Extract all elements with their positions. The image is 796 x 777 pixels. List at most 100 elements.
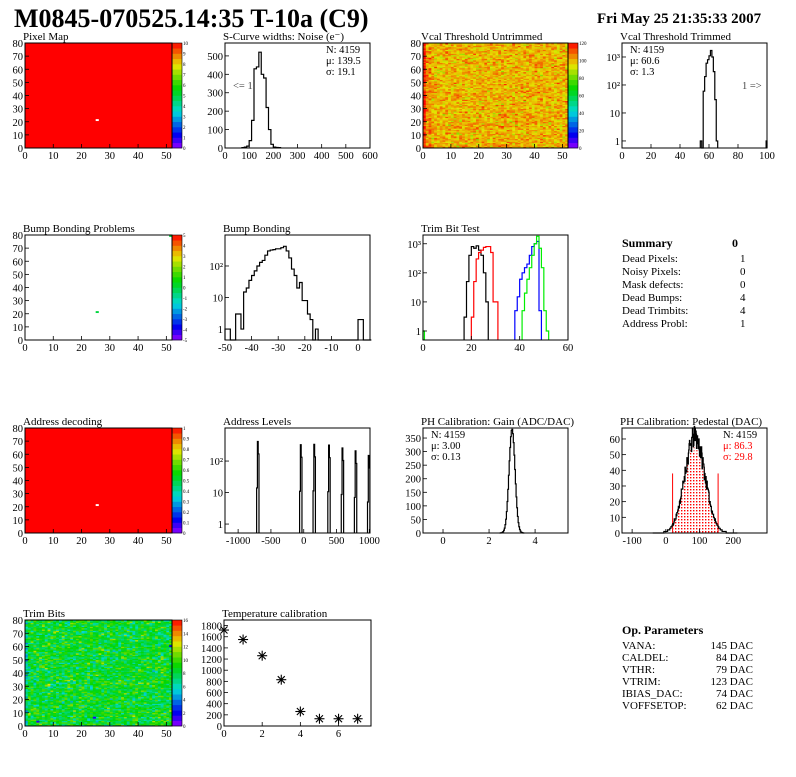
stats-line: σ: 19.1 xyxy=(326,67,356,78)
panel-vcal-untrimmed: Vcal Threshold Untrimmed0204060801001200… xyxy=(411,31,588,162)
palette-step xyxy=(172,314,182,320)
y-tick-label: 350 xyxy=(405,434,421,445)
x-tick-label: 0 xyxy=(420,151,425,162)
plot-area xyxy=(25,620,172,726)
palette-tick-label: 0.2 xyxy=(183,511,190,516)
palette-tick-label: 0.8 xyxy=(183,448,190,453)
y-tick-label: 10 xyxy=(13,131,24,142)
x-tick-label: 80 xyxy=(733,151,744,162)
y-tick-label: 20 xyxy=(13,118,24,129)
palette-step xyxy=(172,64,182,70)
palette-tick-label: 0 xyxy=(183,287,186,292)
palette-step xyxy=(172,277,182,283)
palette-step xyxy=(172,246,182,252)
palette-step xyxy=(172,502,182,508)
y-tick-label: 60 xyxy=(411,65,422,76)
palette-tick-label: 40 xyxy=(579,112,585,117)
heatmap-cell xyxy=(96,504,99,506)
x-tick-label: 50 xyxy=(557,151,568,162)
y-tick-label: 10² xyxy=(209,262,223,273)
histogram-bump xyxy=(225,246,371,340)
plot-area xyxy=(423,43,568,148)
histogram-address-level-peak xyxy=(341,448,343,533)
y-tick-label: 0 xyxy=(615,529,620,540)
y-tick-label: 10 xyxy=(13,323,24,334)
x-tick-label: 1000 xyxy=(359,536,380,547)
y-tick-label: 70 xyxy=(411,52,422,63)
y-tick-label: 10 xyxy=(610,109,621,120)
palette-step xyxy=(568,101,578,107)
palette-step xyxy=(172,251,182,257)
x-tick-label: 20 xyxy=(76,343,87,354)
histogram-address-level-peak xyxy=(313,444,315,533)
palette-step xyxy=(568,85,578,91)
palette-step xyxy=(172,298,182,304)
y-tick-label: 40 xyxy=(13,92,24,103)
x-tick-label: -10 xyxy=(324,343,338,354)
palette-step xyxy=(172,90,182,96)
palette-step xyxy=(568,80,578,86)
palette-step xyxy=(172,96,182,102)
x-tick-label: 50 xyxy=(161,151,172,162)
palette-step xyxy=(172,319,182,325)
palette-step xyxy=(172,528,182,534)
x-tick-label: 400 xyxy=(314,151,330,162)
palette-step xyxy=(172,101,182,107)
palette-tick-label: 5 xyxy=(183,234,186,239)
y-tick-label: 500 xyxy=(207,52,223,63)
x-tick-label: 40 xyxy=(133,343,144,354)
y-tick-label: 10² xyxy=(606,81,620,92)
stats-line: σ: 0.13 xyxy=(431,452,461,463)
palette-tick-label: 5 xyxy=(183,95,186,100)
histogram-distribution xyxy=(500,429,525,533)
palette-step xyxy=(172,138,182,144)
palette-step xyxy=(172,475,182,481)
y-tick-label: 400 xyxy=(207,70,223,81)
palette-step xyxy=(172,517,182,523)
x-tick-label: 100 xyxy=(241,151,257,162)
x-tick-label: -30 xyxy=(271,343,285,354)
palette-step xyxy=(172,59,182,65)
histogram-address-level-peak xyxy=(300,445,302,533)
palette-step xyxy=(568,122,578,128)
plot-area xyxy=(257,441,370,533)
y-tick-label: 50 xyxy=(13,270,24,281)
palette-step xyxy=(172,111,182,117)
x-tick-label: 20 xyxy=(646,151,657,162)
x-tick-label: -40 xyxy=(245,343,259,354)
palette-tick-label: 2 xyxy=(183,266,186,271)
y-tick-label: 60 xyxy=(13,65,24,76)
y-tick-label: 50 xyxy=(411,515,422,526)
palette-tick-label: 60 xyxy=(579,95,585,100)
histogram-trim-bit-3 xyxy=(515,241,542,340)
histogram-address-level-peak xyxy=(328,445,330,533)
palette-step xyxy=(568,54,578,60)
x-tick-label: 50 xyxy=(161,536,172,547)
heatmap-cell xyxy=(96,119,99,121)
palette-step xyxy=(172,267,182,273)
y-tick-label: 250 xyxy=(405,461,421,472)
palette-step xyxy=(568,127,578,133)
fit-region-fill xyxy=(673,434,719,533)
y-tick-label: 60 xyxy=(13,450,24,461)
palette-tick-label: -3 xyxy=(183,318,188,323)
y-tick-label: 20 xyxy=(13,310,24,321)
panel-title: Trim Bit Test xyxy=(421,223,480,235)
x-tick-label: 600 xyxy=(362,151,378,162)
y-tick-label: 50 xyxy=(13,463,24,474)
y-tick-label: 30 xyxy=(411,105,422,116)
palette-step xyxy=(172,75,182,81)
x-tick-label: 20 xyxy=(76,151,87,162)
y-tick-label: 200 xyxy=(405,475,421,486)
palette-step xyxy=(172,303,182,309)
y-tick-label: 80 xyxy=(13,39,24,50)
x-tick-label: 300 xyxy=(290,151,306,162)
palette-tick-label: 6 xyxy=(183,84,186,89)
x-tick-label: 40 xyxy=(675,151,686,162)
